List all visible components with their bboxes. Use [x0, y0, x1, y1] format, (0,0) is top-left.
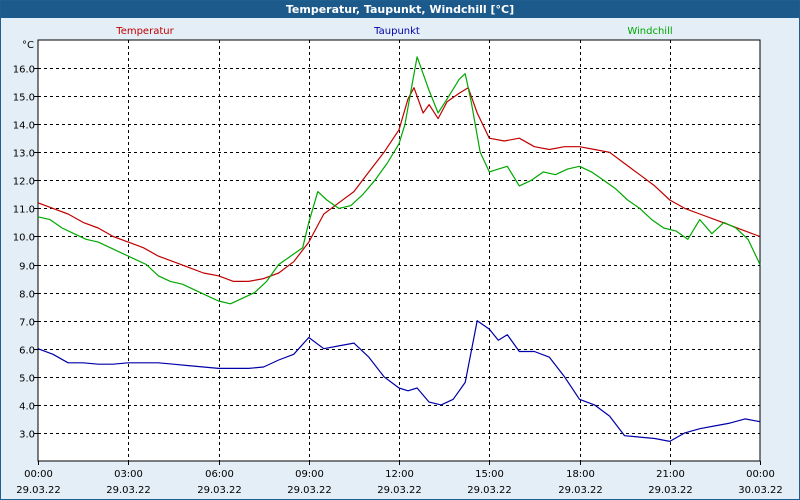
y-tick-label: 12.0 [13, 177, 35, 188]
x-tick-date-label: 29.03.22 [377, 485, 422, 496]
x-tick-date-label: 29.03.22 [558, 485, 603, 496]
y-tick-label: 3.0 [19, 430, 35, 441]
x-tick-time-label: 12:00 [385, 469, 414, 480]
legend-entry-temperatur: Temperatur [115, 26, 174, 37]
x-tick-time-label: 03:00 [114, 469, 143, 480]
x-tick-time-label: 18:00 [566, 469, 595, 480]
legend-entry-windchill: Windchill [627, 26, 672, 37]
x-tick-time-label: 15:00 [475, 469, 504, 480]
x-tick-labels: 00:00 29.03.22 03:00 29.03.22 06:00 29.03.22 0… [16, 469, 783, 496]
y-tick-label: 9.0 [19, 262, 35, 273]
y-tick-label: 10.0 [13, 233, 35, 244]
x-tick-date-label: 29.03.22 [197, 485, 242, 496]
x-tick-time-label: 06:00 [205, 469, 234, 480]
x-tick-time-label: 00:00 [746, 469, 775, 480]
x-tick-time-label: 09:00 [295, 469, 324, 480]
x-tick-date-label: 29.03.22 [467, 485, 512, 496]
y-tick-label: 5.0 [19, 374, 35, 385]
x-tick-date-label: 30.03.22 [738, 485, 783, 496]
y-tick-label: 8.0 [19, 290, 35, 301]
series-line-temperatur [37, 87, 761, 282]
x-tick-date-label: 29.03.22 [648, 485, 693, 496]
window-title: Temperatur, Taupunkt, Windchill [°C] [1, 1, 799, 18]
y-tick-labels: 3.0 4.0 5.0 6.0 7.0 8.0 9.0 10.0 11.0 12.0 13.0 14.… [13, 65, 35, 441]
x-tick-date-label: 29.03.22 [287, 485, 332, 496]
y-tick-label: 16.0 [13, 65, 35, 76]
y-tick-label: 15.0 [13, 93, 35, 104]
x-tick-date-label: 29.03.22 [106, 485, 151, 496]
y-tick-label: 6.0 [19, 346, 35, 357]
y-tick-label: 7.0 [19, 318, 35, 329]
y-tick-label: 13.0 [13, 149, 35, 160]
y-axis-unit: °C [22, 40, 34, 51]
x-tick-time-label: 21:00 [656, 469, 685, 480]
series-lines [37, 56, 761, 442]
y-tick-label: 14.0 [13, 121, 35, 132]
series-line-taupunkt [37, 320, 761, 442]
y-tick-label: 4.0 [19, 402, 35, 413]
x-tick-date-label: 29.03.22 [16, 485, 61, 496]
legend-entry-taupunkt: Taupunkt [373, 26, 420, 37]
x-tick-time-label: 00:00 [24, 469, 53, 480]
series-line-windchill [37, 56, 761, 305]
y-tick-label: 11.0 [13, 205, 35, 216]
legend: Temperatur Taupunkt Windchill [115, 26, 672, 37]
